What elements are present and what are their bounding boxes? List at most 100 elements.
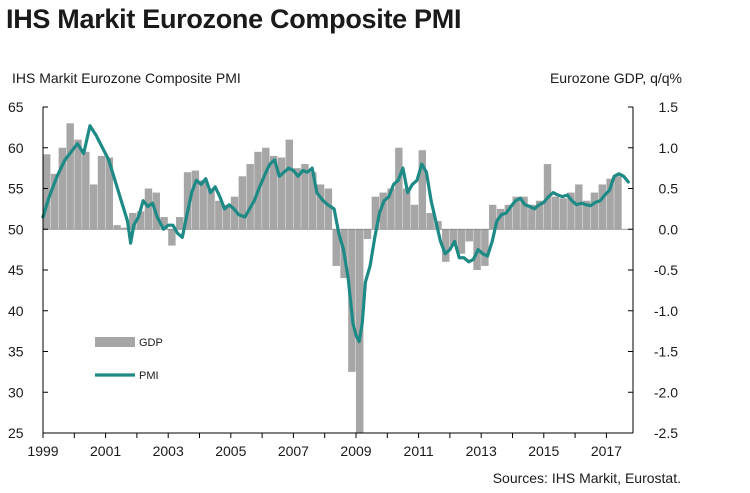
left-tick-label: 35 (8, 344, 24, 360)
gdp-bar (74, 139, 82, 230)
right-tick-label: -2.5 (654, 425, 678, 441)
gdp-bar (512, 196, 520, 230)
gdp-bar (465, 229, 473, 242)
gdp-bar (575, 184, 583, 230)
gdp-bar (481, 229, 489, 266)
gdp-bar (230, 196, 239, 230)
gdp-bar (496, 208, 505, 230)
gdp-bar (136, 211, 145, 230)
gdp-bar (285, 139, 293, 230)
right-tick-label: 0.5 (659, 181, 679, 197)
page-title: IHS Markit Eurozone Composite PMI (6, 4, 462, 34)
left-tick-label: 40 (8, 303, 24, 319)
right-tick-label: 0.0 (659, 221, 679, 237)
left-tick-label: 55 (8, 181, 24, 197)
gdp-bar (316, 184, 325, 230)
gdp-bar (309, 172, 317, 230)
right-tick-label: 1.5 (659, 99, 679, 115)
gdp-bar (50, 173, 59, 230)
right-tick-label: -2.0 (654, 384, 678, 400)
gdp-bar (293, 168, 301, 230)
gdp-bar (168, 229, 176, 246)
gdp-bar (528, 204, 536, 230)
gdp-bar (363, 229, 372, 240)
left-axis-label: IHS Markit Eurozone Composite PMI (12, 70, 241, 86)
gdp-bar (457, 229, 466, 254)
x-tick-label: 2013 (466, 443, 497, 459)
gdp-bar (520, 196, 528, 230)
x-tick-label: 2011 (404, 443, 434, 459)
left-tick-label: 25 (8, 425, 24, 441)
gdp-bar (582, 200, 591, 230)
gdp-bar (277, 157, 286, 230)
gdp-bar (410, 204, 419, 230)
x-tick-label: 2017 (591, 443, 622, 459)
gdp-bar (426, 212, 434, 230)
x-tick-label: 2003 (153, 443, 184, 459)
gdp-bar (199, 180, 207, 230)
gdp-bar (207, 188, 215, 230)
gdp-bar (269, 155, 278, 230)
gdp-bar (606, 178, 614, 230)
gdp-bar (129, 212, 137, 230)
x-tick-label: 1999 (27, 443, 58, 459)
left-tick-label: 45 (8, 262, 24, 278)
legend-gdp-swatch (95, 337, 135, 347)
gdp-bar (58, 147, 67, 230)
gdp-bar (590, 192, 599, 230)
gdp-bar (489, 204, 497, 230)
gdp-bar (89, 184, 98, 230)
gdp-bar (418, 150, 427, 230)
gdp-bar (176, 217, 184, 230)
gdp-bar (559, 198, 567, 230)
gdp-bar (262, 147, 270, 230)
gdp-bar (121, 227, 129, 230)
gdp-bar (614, 176, 622, 230)
gdp-bar (551, 196, 560, 230)
right-tick-label: -1.5 (654, 344, 678, 360)
gdp-bar (238, 176, 247, 230)
gdp-bar (43, 154, 51, 230)
gdp-bar (332, 229, 340, 266)
gdp-bar (324, 188, 333, 230)
gdp-bar (246, 164, 254, 230)
left-tick-label: 50 (8, 221, 24, 237)
gdp-bar (449, 229, 458, 246)
gdp-bar (191, 170, 200, 230)
gdp-bar (535, 200, 544, 230)
gdp-bar (442, 229, 450, 262)
gdp-bar (395, 147, 403, 230)
x-tick-label: 2009 (340, 443, 371, 459)
gdp-bar (567, 192, 575, 230)
right-tick-label: 1.0 (659, 140, 679, 156)
left-tick-label: 60 (8, 140, 24, 156)
gdp-bar (222, 204, 231, 230)
x-tick-label: 2001 (90, 443, 121, 459)
gdp-bar (504, 204, 513, 230)
gdp-bar (113, 225, 121, 230)
gdp-bar (402, 188, 411, 230)
gdp-bar (97, 155, 106, 230)
legend-gdp-label: GDP (139, 337, 163, 349)
left-tick-label: 30 (8, 384, 24, 400)
legend-pmi-label: PMI (139, 370, 159, 382)
source-note: Sources: IHS Markit, Eurostat. (492, 470, 681, 486)
gdp-bar (66, 123, 74, 230)
gdp-bar (598, 184, 606, 230)
left-tick-label: 65 (8, 99, 24, 115)
right-tick-label: -0.5 (654, 262, 678, 278)
x-tick-label: 2007 (278, 443, 309, 459)
right-axis-label: Eurozone GDP, q/q% (549, 70, 682, 86)
gdp-bar (301, 164, 309, 230)
gdp-bar (160, 217, 168, 230)
gdp-bar (82, 151, 90, 230)
gdp-bar (215, 200, 223, 230)
gdp-bar (371, 196, 380, 230)
right-tick-label: -1.0 (654, 303, 678, 319)
gdp-bar (183, 172, 192, 230)
x-tick-label: 2015 (528, 443, 559, 459)
gdp-bar (144, 188, 153, 230)
gdp-bar (105, 157, 114, 230)
x-tick-label: 2005 (215, 443, 246, 459)
